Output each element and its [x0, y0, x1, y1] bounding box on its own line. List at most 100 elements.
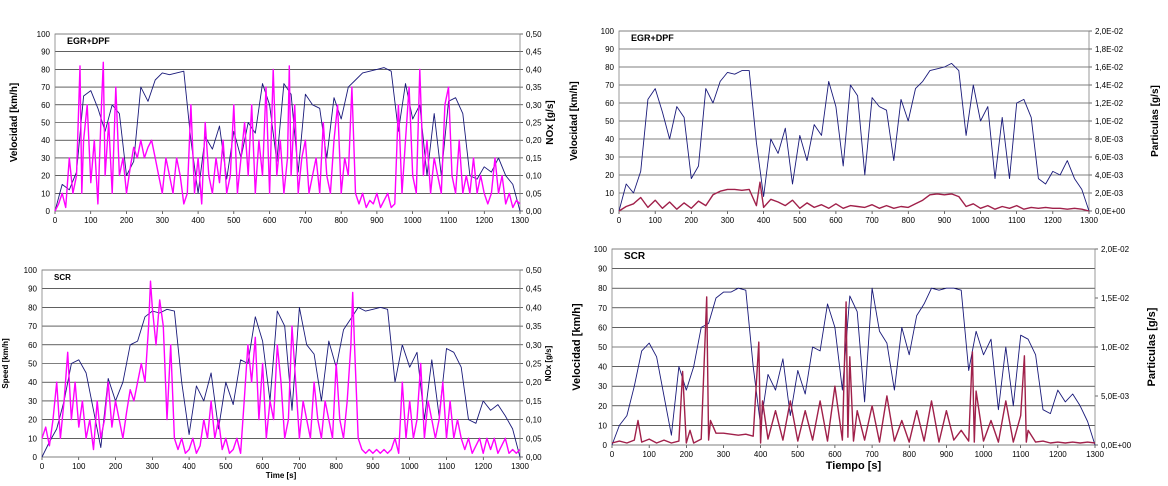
x-tick-label: 900 — [938, 216, 952, 225]
y-tick-label: 80 — [598, 284, 607, 293]
y2-axis-label: NOx [g/s] — [545, 100, 556, 144]
chart-top-left: 0 10 20 30 40 50 60 70 80 90 100 0,00 0,05 0,10 0,15 0,… — [9, 30, 556, 225]
x-tick-label: 600 — [829, 216, 843, 225]
y-tick-label: 20 — [41, 172, 50, 181]
y2-tick-label: 0,05 — [526, 189, 542, 198]
speed-series-line — [611, 287, 1096, 446]
y-tick-label: 50 — [605, 117, 614, 126]
emission-series-line — [54, 61, 521, 212]
y-tick-label: 30 — [605, 153, 614, 162]
y-tick-label: 70 — [41, 83, 50, 92]
emission-series-line — [41, 280, 521, 454]
chart-annotation: SCR — [54, 273, 71, 282]
y-tick-label: 60 — [598, 323, 607, 332]
y2-tick-label: 0,20 — [526, 378, 542, 387]
x-tick-label: 0 — [617, 216, 622, 225]
y-tick-label: 60 — [605, 99, 614, 108]
y-tick-label: 10 — [598, 421, 607, 430]
y-tick-label: 70 — [598, 304, 607, 313]
x-tick-label: 800 — [329, 462, 343, 471]
y2-axis-label: Particulas [g/s] — [1150, 85, 1161, 157]
y2-tick-label: 0,50 — [526, 266, 542, 275]
y2-tick-label: 1,0E-02 — [1101, 343, 1130, 352]
x-tick-label: 1300 — [511, 216, 529, 225]
x-tick-label: 500 — [793, 216, 807, 225]
y-tick-label: 40 — [28, 378, 37, 387]
y2-tick-label: 0,0E+00 — [1095, 207, 1126, 216]
y-tick-label: 100 — [594, 245, 608, 254]
y-tick-label: 0 — [33, 453, 38, 462]
y2-tick-label: 0,50 — [526, 30, 542, 39]
y-axis-label: Velocidad [km/h] — [9, 83, 20, 162]
x-tick-label: 900 — [940, 450, 954, 459]
x-tick-label: 300 — [146, 462, 160, 471]
y-tick-label: 10 — [605, 189, 614, 198]
y2-tick-label: 1,4E-02 — [1095, 81, 1124, 90]
y-tick-label: 80 — [28, 303, 37, 312]
x-tick-label: 1200 — [1049, 450, 1067, 459]
x-tick-label: 1000 — [404, 216, 422, 225]
x-tick-label: 1200 — [1044, 216, 1062, 225]
x-tick-label: 400 — [191, 216, 205, 225]
y2-tick-label: 0,25 — [526, 360, 542, 369]
x-tick-label: 1300 — [511, 462, 529, 471]
y2-tick-label: 4,0E-03 — [1095, 171, 1124, 180]
chart-annotation: SCR — [624, 251, 646, 262]
y-tick-label: 50 — [598, 343, 607, 352]
y2-tick-label: 0,15 — [526, 397, 542, 406]
x-tick-label: 300 — [721, 216, 735, 225]
y2-tick-label: 0,40 — [526, 303, 542, 312]
y-tick-label: 90 — [41, 48, 50, 57]
y2-tick-label: 8,0E-03 — [1095, 135, 1124, 144]
y-tick-label: 80 — [41, 65, 50, 74]
y2-tick-label: 6,0E-03 — [1095, 153, 1124, 162]
y-tick-label: 100 — [601, 27, 615, 36]
x-tick-label: 900 — [370, 216, 384, 225]
x-axis-label: Tiempo [s] — [826, 460, 882, 472]
speed-series-line — [618, 62, 1090, 212]
x-tick-label: 0 — [610, 450, 615, 459]
y2-tick-label: 0,05 — [526, 434, 542, 443]
x-tick-label: 1000 — [975, 450, 993, 459]
y2-tick-label: 0,10 — [526, 172, 542, 181]
chart-bottom-right: 0 10 20 30 40 50 60 70 80 90 100 0,0E+00 5,0E-03 1,0E… — [571, 245, 1158, 472]
y-tick-label: 100 — [37, 30, 51, 39]
x-tick-label: 800 — [334, 216, 348, 225]
y2-tick-label: 5,0E-03 — [1101, 392, 1130, 401]
y-tick-label: 60 — [41, 101, 50, 110]
x-tick-label: 0 — [53, 216, 58, 225]
x-tick-label: 1300 — [1080, 216, 1098, 225]
y2-tick-label: 1,0E-02 — [1095, 117, 1124, 126]
y2-tick-label: 1,5E-02 — [1101, 294, 1130, 303]
x-tick-label: 0 — [40, 462, 45, 471]
x-tick-label: 100 — [648, 216, 662, 225]
y2-tick-label: 0,25 — [526, 119, 542, 128]
plot-area — [618, 30, 1090, 212]
y2-tick-label: 0,20 — [526, 136, 542, 145]
y2-tick-label: 1,8E-02 — [1095, 45, 1124, 54]
x-tick-label: 200 — [685, 216, 699, 225]
y-tick-label: 0 — [603, 441, 608, 450]
x-tick-label: 600 — [828, 450, 842, 459]
x-tick-label: 500 — [791, 450, 805, 459]
emission-series-line — [611, 296, 1096, 444]
y-tick-label: 30 — [41, 154, 50, 163]
y2-tick-label: 0,00 — [526, 207, 542, 216]
x-tick-label: 900 — [366, 462, 380, 471]
x-tick-label: 1100 — [1008, 216, 1026, 225]
x-tick-label: 800 — [903, 450, 917, 459]
x-tick-label: 100 — [642, 450, 656, 459]
y2-axis-label: NOx [g/s] — [544, 345, 553, 381]
x-tick-label: 1100 — [1012, 450, 1030, 459]
y2-tick-label: 1,6E-02 — [1095, 63, 1124, 72]
chart-annotation: EGR+DPF — [67, 36, 110, 46]
x-tick-label: 700 — [865, 216, 879, 225]
y-tick-label: 90 — [605, 45, 614, 54]
plot-area — [54, 33, 521, 212]
x-tick-label: 700 — [293, 462, 307, 471]
y-axis-label: Speed [km/h] — [1, 338, 10, 389]
y2-tick-label: 0,0E+00 — [1101, 441, 1132, 450]
x-tick-label: 1300 — [1086, 450, 1104, 459]
y-tick-label: 50 — [41, 119, 50, 128]
